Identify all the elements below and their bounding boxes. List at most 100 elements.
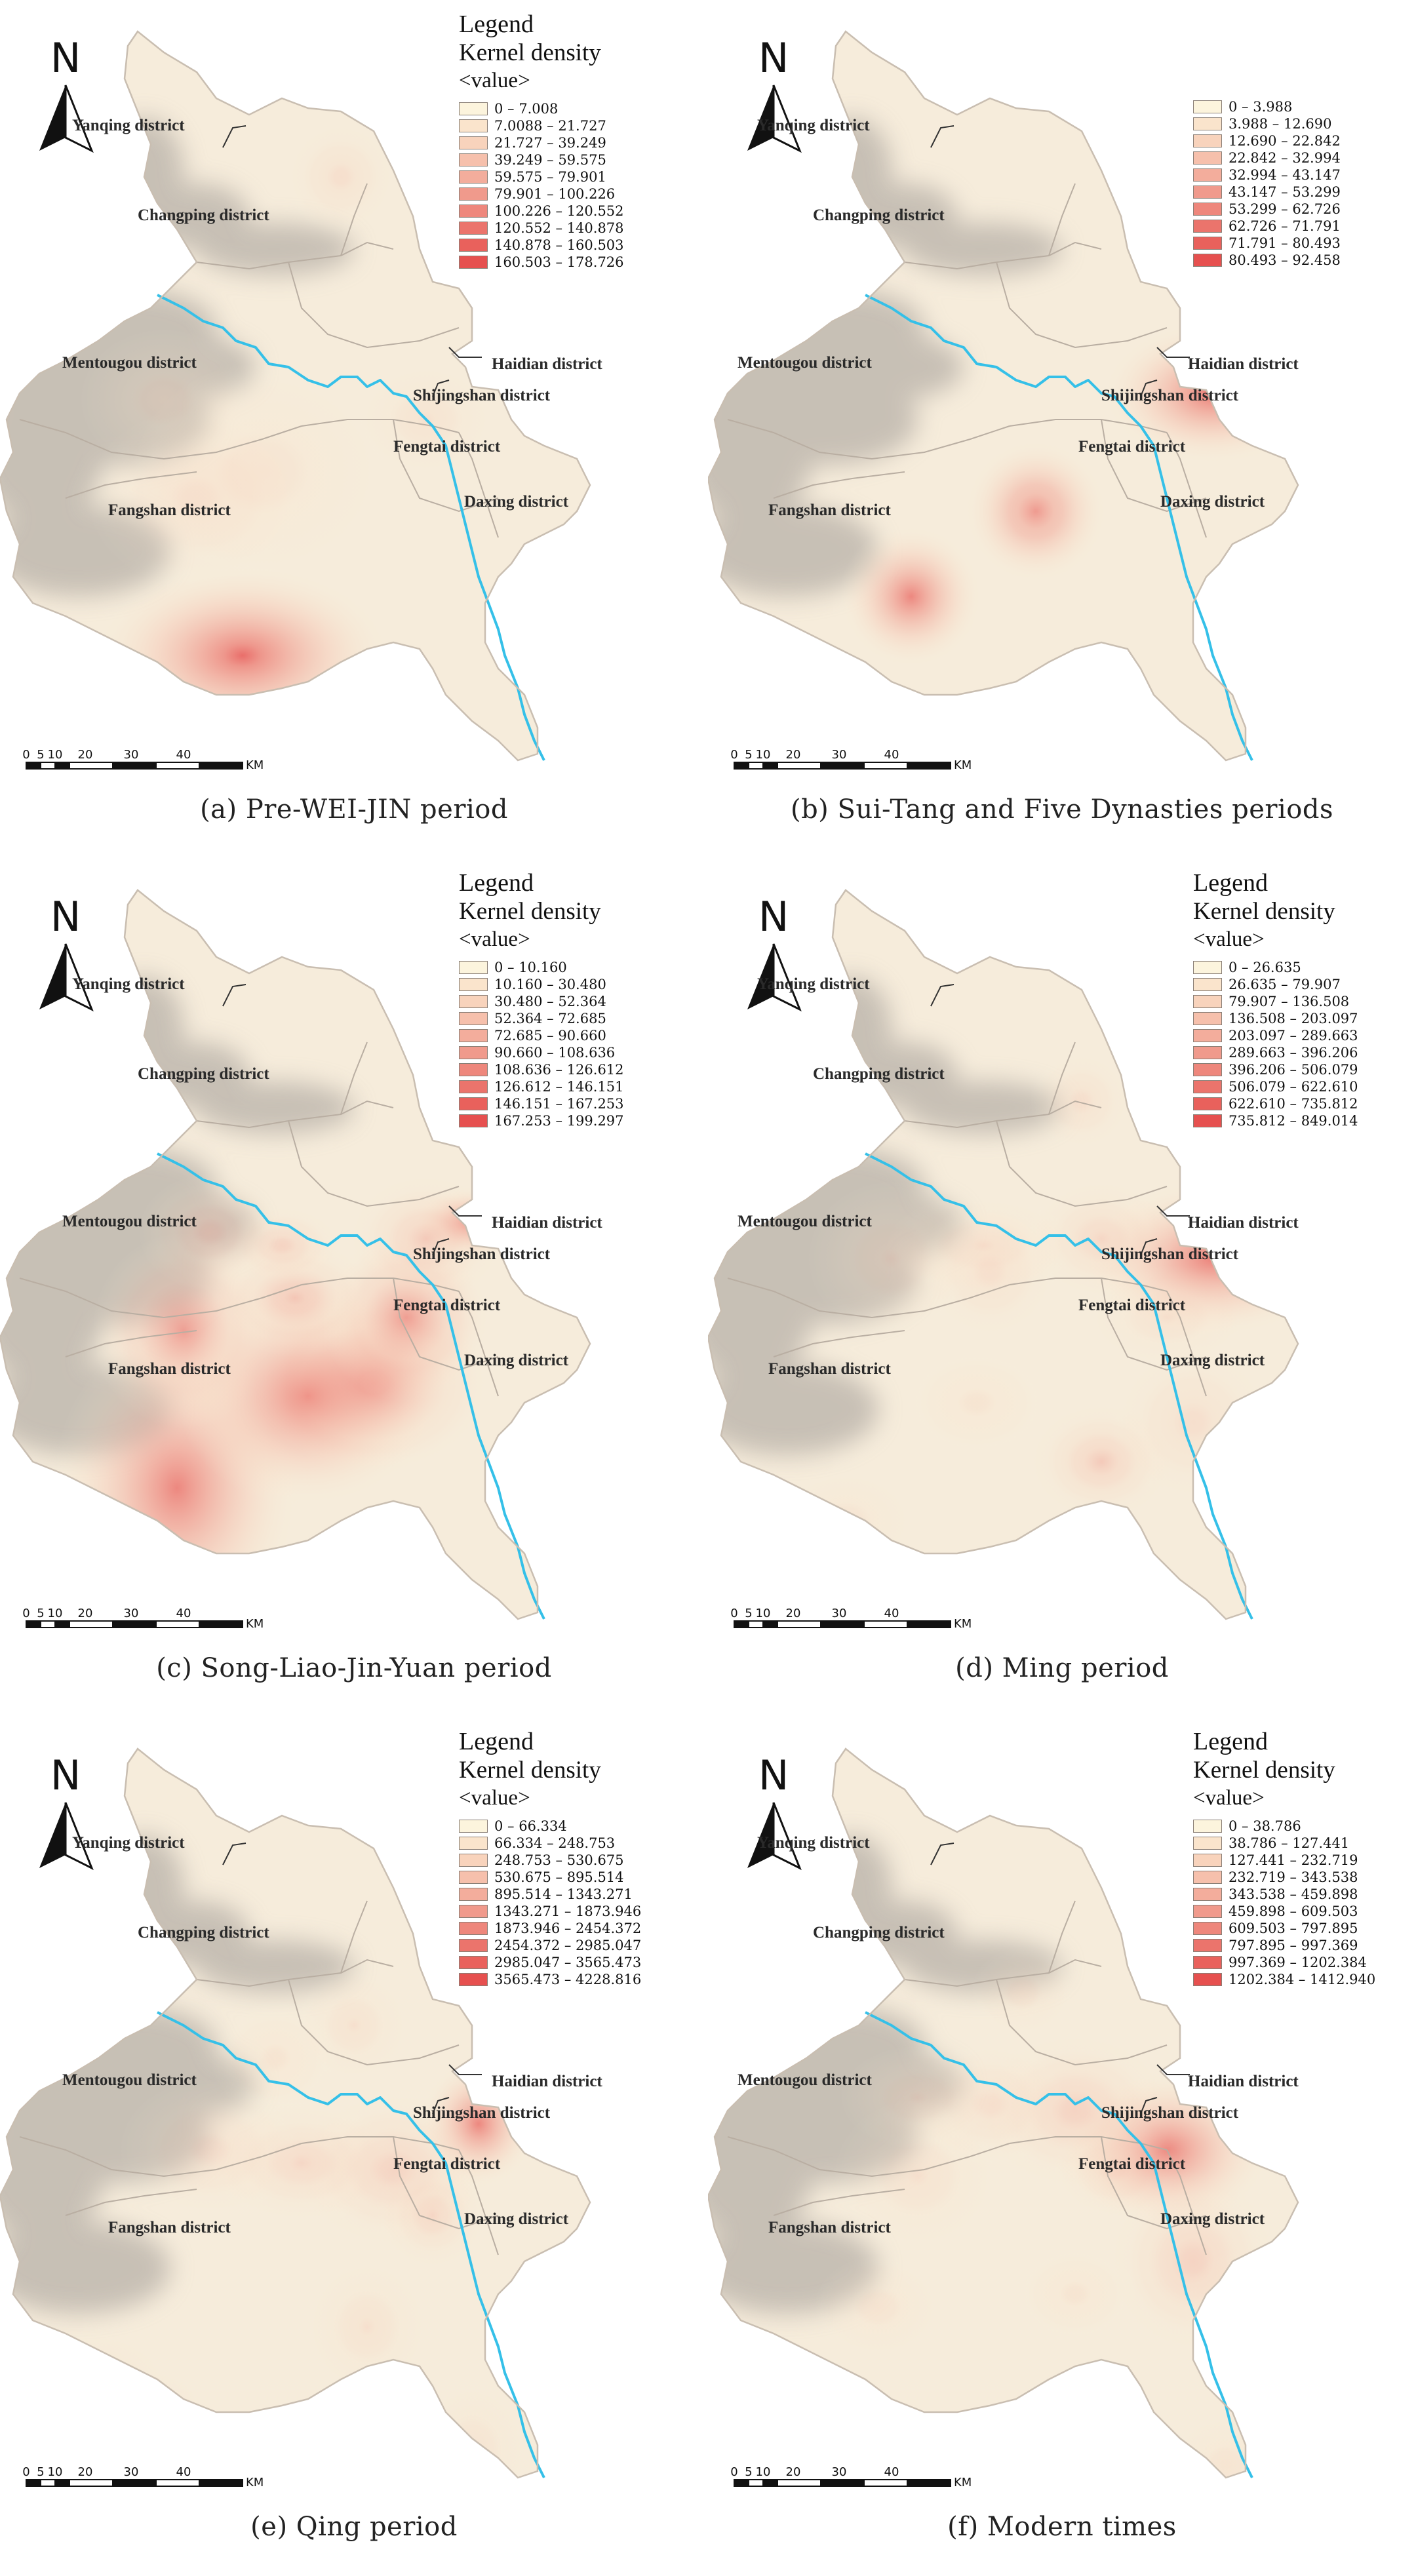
legend-class-label: 127.441 – 232.719: [1229, 1852, 1358, 1868]
legend-item: 0 – 66.334: [459, 1818, 708, 1835]
legend-class-label: 10.160 – 30.480: [494, 977, 606, 992]
density-hotspot: [898, 1344, 1055, 1462]
district-boundary: [196, 1100, 394, 1129]
legend-item: 609.503 – 797.895: [1193, 1920, 1416, 1937]
legend-item: 396.206 – 506.079: [1193, 1061, 1416, 1078]
district-label-mentougou: Mentougou district: [62, 354, 197, 372]
district-boundary: [996, 1120, 1168, 1207]
panel-caption: (d) Ming period: [955, 1653, 1169, 1683]
legend-item: 79.901 – 100.226: [459, 185, 708, 203]
map-legend: Legend Kernel density <value> 0 – 38.786 38.…: [1193, 1727, 1416, 1988]
legend-title: Legend: [1193, 1728, 1268, 1755]
district-boundary: [393, 419, 499, 513]
legend-class-label: 72.685 – 90.660: [494, 1028, 606, 1044]
river: [865, 1152, 1253, 1620]
legend-swatch: [1193, 1956, 1222, 1969]
district-label-fengtai: Fengtai district: [393, 1297, 501, 1314]
legend-class-label: 146.151 – 167.253: [494, 1096, 624, 1112]
legend-items: 0 – 10.160 10.160 – 30.480 30.480 – 52.364…: [459, 959, 708, 1129]
district-label-yanqing: Yanqing district: [72, 117, 185, 134]
legend-item: 167.253 – 199.297: [459, 1112, 708, 1129]
district-boundary: [458, 432, 499, 538]
legend-item: 30.480 – 52.364: [459, 993, 708, 1010]
river: [157, 2011, 545, 2478]
map-legend: Legend Kernel density <value> 0 – 26.635 26.…: [1193, 868, 1416, 1129]
district-boundary: [393, 2136, 499, 2230]
legend-class-label: 232.719 – 343.538: [1229, 1869, 1358, 1885]
panel-caption: (a) Pre-WEI-JIN period: [200, 794, 508, 825]
legend-swatch: [459, 102, 488, 115]
label-leader-line: [1156, 1205, 1190, 1217]
density-hotspot: [970, 1947, 1075, 2039]
scale-tick-label: 0: [22, 1607, 30, 1620]
district-label-mentougou: Mentougou district: [62, 2071, 197, 2089]
legend-item: 0 – 26.635: [1193, 959, 1416, 976]
legend-swatch: [1193, 1080, 1222, 1093]
outer-boundary: [0, 30, 591, 762]
map-panel: N 0 5 10 20 30 40 KM Yanqing district Changping d…: [708, 1717, 1416, 2576]
district-boundary: [288, 262, 460, 349]
river: [865, 294, 1253, 761]
map-legend: Legend Kernel density <value> 0 – 7.008 7.00…: [459, 10, 708, 271]
legend-item: 0 – 3.988: [1193, 98, 1416, 115]
district-label-haidian: Haidian district: [492, 1214, 602, 1232]
legend-swatch: [1193, 1888, 1222, 1901]
legend-item: 90.660 – 108.636: [459, 1044, 708, 1061]
legend-swatch: [459, 1114, 488, 1127]
district-boundary: [458, 1291, 499, 1397]
legend-title: Legend: [459, 869, 534, 897]
district-boundary: [1048, 183, 1076, 256]
density-hotspot: [131, 361, 393, 583]
scale-tick-label: 10: [48, 748, 63, 762]
district-boundary: [727, 1278, 1010, 1319]
scale-unit: KM: [246, 758, 264, 772]
district-label-fengtai: Fengtai district: [393, 2155, 501, 2173]
legend-class-label: 997.369 – 1202.384: [1229, 1955, 1367, 1970]
scale-bar: 0 5 10 20 30 40 KM: [22, 748, 264, 772]
legend-swatch: [1193, 168, 1222, 182]
density-hotspot: [374, 2156, 492, 2274]
legend-item: 3.988 – 12.690: [1193, 115, 1416, 132]
north-letter: N: [758, 893, 789, 941]
label-leader-line: [432, 2097, 450, 2115]
legend-class-label: 1202.384 – 1412.940: [1229, 1972, 1376, 1987]
district-boundary: [773, 2189, 905, 2216]
district-boundary: [65, 471, 197, 499]
legend-swatch: [1193, 254, 1222, 267]
label-leader-line: [222, 125, 246, 148]
district-label-daxing: Daxing district: [1160, 493, 1265, 511]
district-label-shijingshan: Shijingshan district: [413, 2104, 551, 2122]
legend-class-label: 90.660 – 108.636: [494, 1045, 616, 1061]
legend-swatch: [1193, 1012, 1222, 1025]
district-boundary: [773, 1330, 905, 1357]
legend-item: 100.226 – 120.552: [459, 203, 708, 220]
district-label-yanqing: Yanqing district: [757, 117, 870, 134]
scale-tick-label: 10: [48, 1607, 63, 1620]
kernel-density-map: N 0 5 10 20 30 40 KM: [0, 1747, 591, 2489]
density-hotspot: [774, 1468, 918, 1573]
legend-swatch: [459, 1905, 488, 1918]
district-boundary: [1048, 1042, 1076, 1115]
outer-boundary: [708, 1747, 1299, 2479]
legend-item: 80.493 – 92.458: [1193, 252, 1416, 269]
legend-class-label: 79.907 – 136.508: [1229, 994, 1350, 1009]
legend-item: 10.160 – 30.480: [459, 976, 708, 993]
legend-item: 0 – 38.786: [1193, 1818, 1416, 1835]
district-boundary: [288, 1120, 460, 1207]
legend-class-label: 3565.473 – 4228.816: [494, 1972, 642, 1987]
legend-swatch: [459, 1888, 488, 1901]
north-letter: N: [50, 1751, 81, 1799]
district-label-mentougou: Mentougou district: [738, 1213, 872, 1230]
district-label-mentougou: Mentougou district: [62, 1213, 197, 1230]
legend-item: 71.791 – 80.493: [1193, 235, 1416, 252]
district-boundary: [340, 1042, 368, 1115]
legend-item: 735.812 – 849.014: [1193, 1112, 1416, 1129]
scale-tick-label: 40: [176, 2465, 191, 2479]
legend-class-label: 79.901 – 100.226: [494, 186, 616, 202]
north-arrow-icon: N: [747, 1751, 802, 1871]
district-label-daxing: Daxing district: [1160, 1352, 1265, 1369]
legend-class-label: 160.503 – 178.726: [494, 254, 624, 270]
scale-tick-label: 5: [37, 748, 44, 762]
legend-item: 62.726 – 71.791: [1193, 218, 1416, 235]
legend-class-label: 0 – 7.008: [494, 101, 559, 117]
